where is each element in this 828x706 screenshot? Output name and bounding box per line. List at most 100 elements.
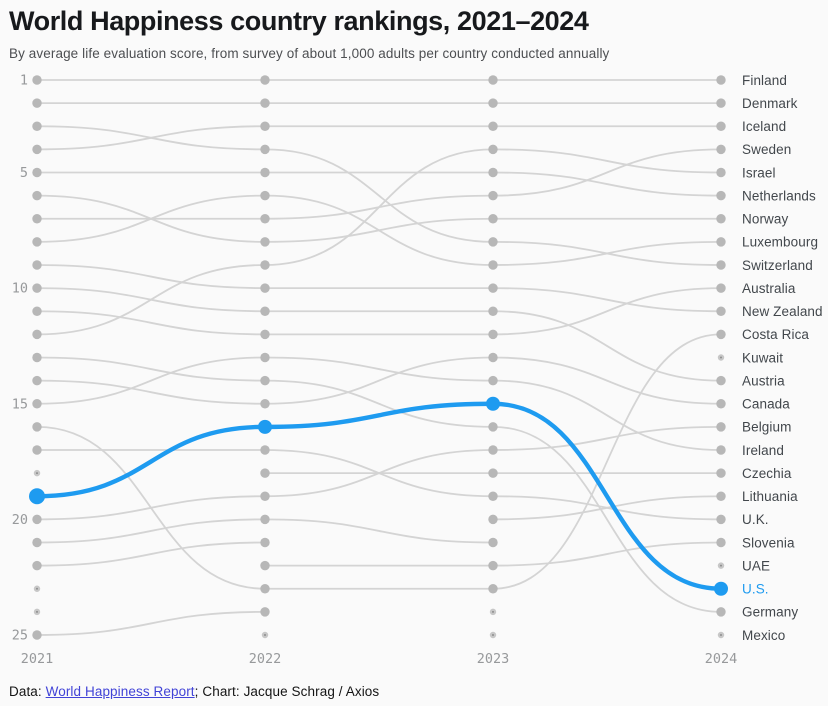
year-axis-label-2022: 2022 xyxy=(249,651,282,667)
rank-dot-czechia-2022 xyxy=(260,468,270,478)
rank-dot-germany-2023 xyxy=(488,422,498,432)
rank-dot-u-k--2022 xyxy=(260,445,270,455)
rank-line-unlabeled-line-2 xyxy=(36,541,266,567)
rank-dot-netherlands-2021 xyxy=(32,167,42,178)
rank-dot-canada-2021 xyxy=(32,375,42,386)
rank-line-norway xyxy=(36,194,721,243)
rank-dot-israel-2023 xyxy=(488,144,498,155)
rank-dot-slovenia-2023 xyxy=(488,560,498,571)
rank-dot-canada-2024 xyxy=(716,399,726,409)
country-label-sweden: Sweden xyxy=(742,142,791,157)
rank-dot-costa-rica-2021 xyxy=(32,422,42,432)
country-label-kuwait: Kuwait xyxy=(742,350,783,365)
country-label-israel: Israel xyxy=(742,165,776,180)
rank-dot-slovenia-2022 xyxy=(260,560,270,571)
rank-dot-luxembourg-2021 xyxy=(32,237,42,247)
country-label-norway: Norway xyxy=(742,212,789,227)
rank-dot-luxembourg-2022 xyxy=(260,190,270,201)
rank-line-switzerland xyxy=(36,125,722,266)
rank-dot-netherlands-2024 xyxy=(716,190,726,201)
rank-dot-ireland-2023 xyxy=(488,375,498,386)
rank-axis-tick-15: 15 xyxy=(12,396,28,412)
country-label-canada: Canada xyxy=(742,397,790,412)
year-axis-label-2023: 2023 xyxy=(477,651,510,667)
rank-dot-finland-2023 xyxy=(488,75,498,85)
rank-dot-finland-2022 xyxy=(260,75,270,85)
rank-dot-uae-2022 xyxy=(260,607,270,617)
country-label-costa-rica: Costa Rica xyxy=(742,327,809,342)
orphan-dot-2022-rank-25-center xyxy=(264,634,266,636)
rank-dot-slovenia-2024 xyxy=(716,537,726,548)
rank-line-australia xyxy=(36,287,722,336)
rank-dot-kuwait-2024-center xyxy=(720,356,722,359)
rank-dot-unlabeled-line-2-2022 xyxy=(260,537,270,548)
rank-dot-costa-rica-2023 xyxy=(488,584,498,594)
rank-dot-u-k--2021 xyxy=(32,445,42,455)
country-label-ireland: Ireland xyxy=(742,443,784,458)
country-label-netherlands: Netherlands xyxy=(742,188,816,203)
country-label-new-zealand: New Zealand xyxy=(742,304,823,319)
rank-dot-germany-2021 xyxy=(32,352,42,363)
rank-dot-germany-2022 xyxy=(260,375,270,386)
chart-title: World Happiness country rankings, 2021–2… xyxy=(9,6,589,36)
country-label-australia: Australia xyxy=(742,281,796,296)
country-label-uae: UAE xyxy=(742,558,770,573)
rank-dot-israel-2024 xyxy=(716,167,726,178)
rank-dot-sweden-2022 xyxy=(260,214,270,224)
rank-dot-iceland-2024 xyxy=(716,121,726,131)
rank-dot-sweden-2021 xyxy=(32,214,42,224)
rank-dot-germany-2024 xyxy=(716,607,726,617)
rank-dot-netherlands-2023 xyxy=(488,167,498,178)
rank-dot-czechia-2024 xyxy=(716,468,726,478)
country-label-luxembourg: Luxembourg xyxy=(742,235,818,250)
rank-axis-tick-10: 10 xyxy=(12,281,28,297)
highlight-dot-us-2024 xyxy=(714,581,728,596)
rank-dot-australia-2024 xyxy=(716,283,726,293)
rank-line-costa-rica xyxy=(36,333,722,590)
rank-line-austria xyxy=(36,287,722,382)
country-label-slovenia: Slovenia xyxy=(742,535,795,550)
rank-dot-luxembourg-2024 xyxy=(716,237,726,247)
rank-axis-tick-5: 5 xyxy=(20,165,28,181)
rank-dot-finland-2021 xyxy=(32,75,42,85)
country-label-finland: Finland xyxy=(742,73,787,88)
rank-dot-denmark-2024 xyxy=(716,98,726,108)
rank-dot-denmark-2023 xyxy=(488,98,498,108)
rank-dot-new-zealand-2022 xyxy=(260,283,270,293)
rank-dot-iceland-2023 xyxy=(488,121,498,131)
footer-data-prefix: Data: xyxy=(9,684,46,699)
rank-dot-luxembourg-2023 xyxy=(488,260,498,270)
rank-dot-switzerland-2023 xyxy=(488,237,498,247)
rank-dot-australia-2021 xyxy=(32,306,42,316)
rank-dot-ireland-2021 xyxy=(32,399,42,409)
rank-line-israel xyxy=(36,148,722,336)
rank-dot-mexico-2024-center xyxy=(720,634,722,636)
highlight-dot-us-2021 xyxy=(29,488,45,505)
rank-line-luxembourg xyxy=(36,194,722,266)
rank-dot-unlabeled-line-2-2021 xyxy=(32,560,42,571)
rank-dot-ireland-2022 xyxy=(260,352,270,363)
rank-dot-sweden-2024 xyxy=(716,144,726,155)
country-label-denmark: Denmark xyxy=(742,96,798,111)
rank-dot-denmark-2021 xyxy=(32,98,42,108)
year-axis-label-2024: 2024 xyxy=(705,651,738,667)
rank-dot-norway-2024 xyxy=(716,214,726,224)
rank-dot-finland-2024 xyxy=(716,75,726,85)
country-label-czechia: Czechia xyxy=(742,466,792,481)
rank-dot-unlabeled-line-1-2021 xyxy=(32,537,42,548)
rank-dot-u-k--2023 xyxy=(488,491,498,501)
source-link[interactable]: World Happiness Report xyxy=(45,684,195,699)
footer-credit: ; Chart: Jacque Schrag / Axios xyxy=(194,684,380,699)
country-label-belgium: Belgium xyxy=(742,420,791,435)
rank-dot-uae-2021 xyxy=(32,630,42,640)
rank-dot-canada-2023 xyxy=(488,352,498,363)
rank-dot-sweden-2023 xyxy=(488,190,498,201)
rank-line-iceland xyxy=(36,125,721,151)
country-label-mexico: Mexico xyxy=(742,628,785,643)
rank-dot-switzerland-2022 xyxy=(260,144,270,155)
rank-axis-tick-1: 1 xyxy=(20,73,28,89)
rank-dot-switzerland-2024 xyxy=(716,260,726,270)
chart-subtitle: By average life evaluation score, from s… xyxy=(9,46,610,61)
rank-dot-czechia-2023 xyxy=(488,468,498,478)
